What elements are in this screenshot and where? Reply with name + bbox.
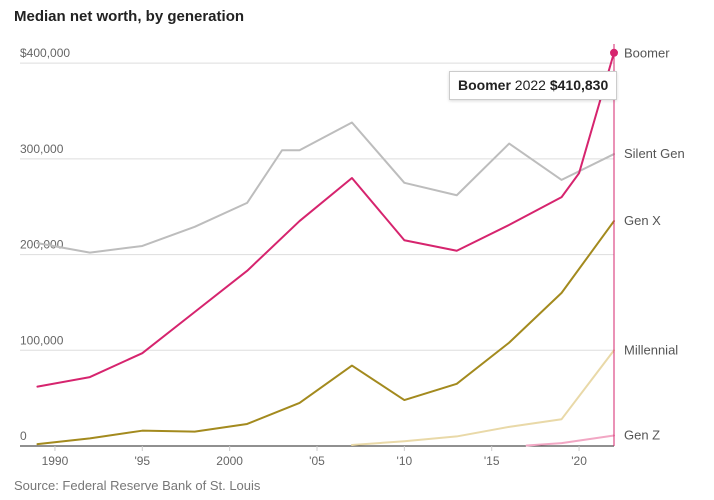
series-silent — [37, 122, 614, 252]
chart-title: Median net worth, by generation — [14, 8, 244, 25]
highlight-marker — [610, 49, 618, 57]
y-tick-label: 300,000 — [20, 142, 64, 156]
end-label-boomer: Boomer — [624, 46, 670, 61]
series-boomer — [37, 53, 614, 387]
x-tick-label: 1990 — [42, 454, 69, 468]
x-tick-label: '10 — [397, 454, 413, 468]
x-tick-label: '20 — [571, 454, 587, 468]
end-label-genz: Gen Z — [624, 427, 660, 442]
chart-source: Source: Federal Reserve Bank of St. Loui… — [14, 478, 260, 493]
y-tick-label: 0 — [20, 429, 27, 443]
end-label-genx: Gen X — [624, 213, 661, 228]
series-millennial — [352, 350, 614, 445]
x-tick-label: '95 — [134, 454, 150, 468]
end-label-silent: Silent Gen — [624, 146, 685, 161]
end-label-millennial: Millennial — [624, 342, 678, 357]
x-tick-label: '05 — [309, 454, 325, 468]
chart-container: Median net worth, by generation 0100,000… — [0, 0, 714, 500]
series-genz — [527, 435, 614, 445]
x-tick-label: '15 — [484, 454, 500, 468]
y-tick-label: $400,000 — [20, 46, 70, 60]
y-tick-label: 100,000 — [20, 333, 64, 347]
chart-svg: 0100,000200,000300,000$400,0001990'95200… — [0, 0, 714, 500]
x-tick-label: 2000 — [216, 454, 243, 468]
